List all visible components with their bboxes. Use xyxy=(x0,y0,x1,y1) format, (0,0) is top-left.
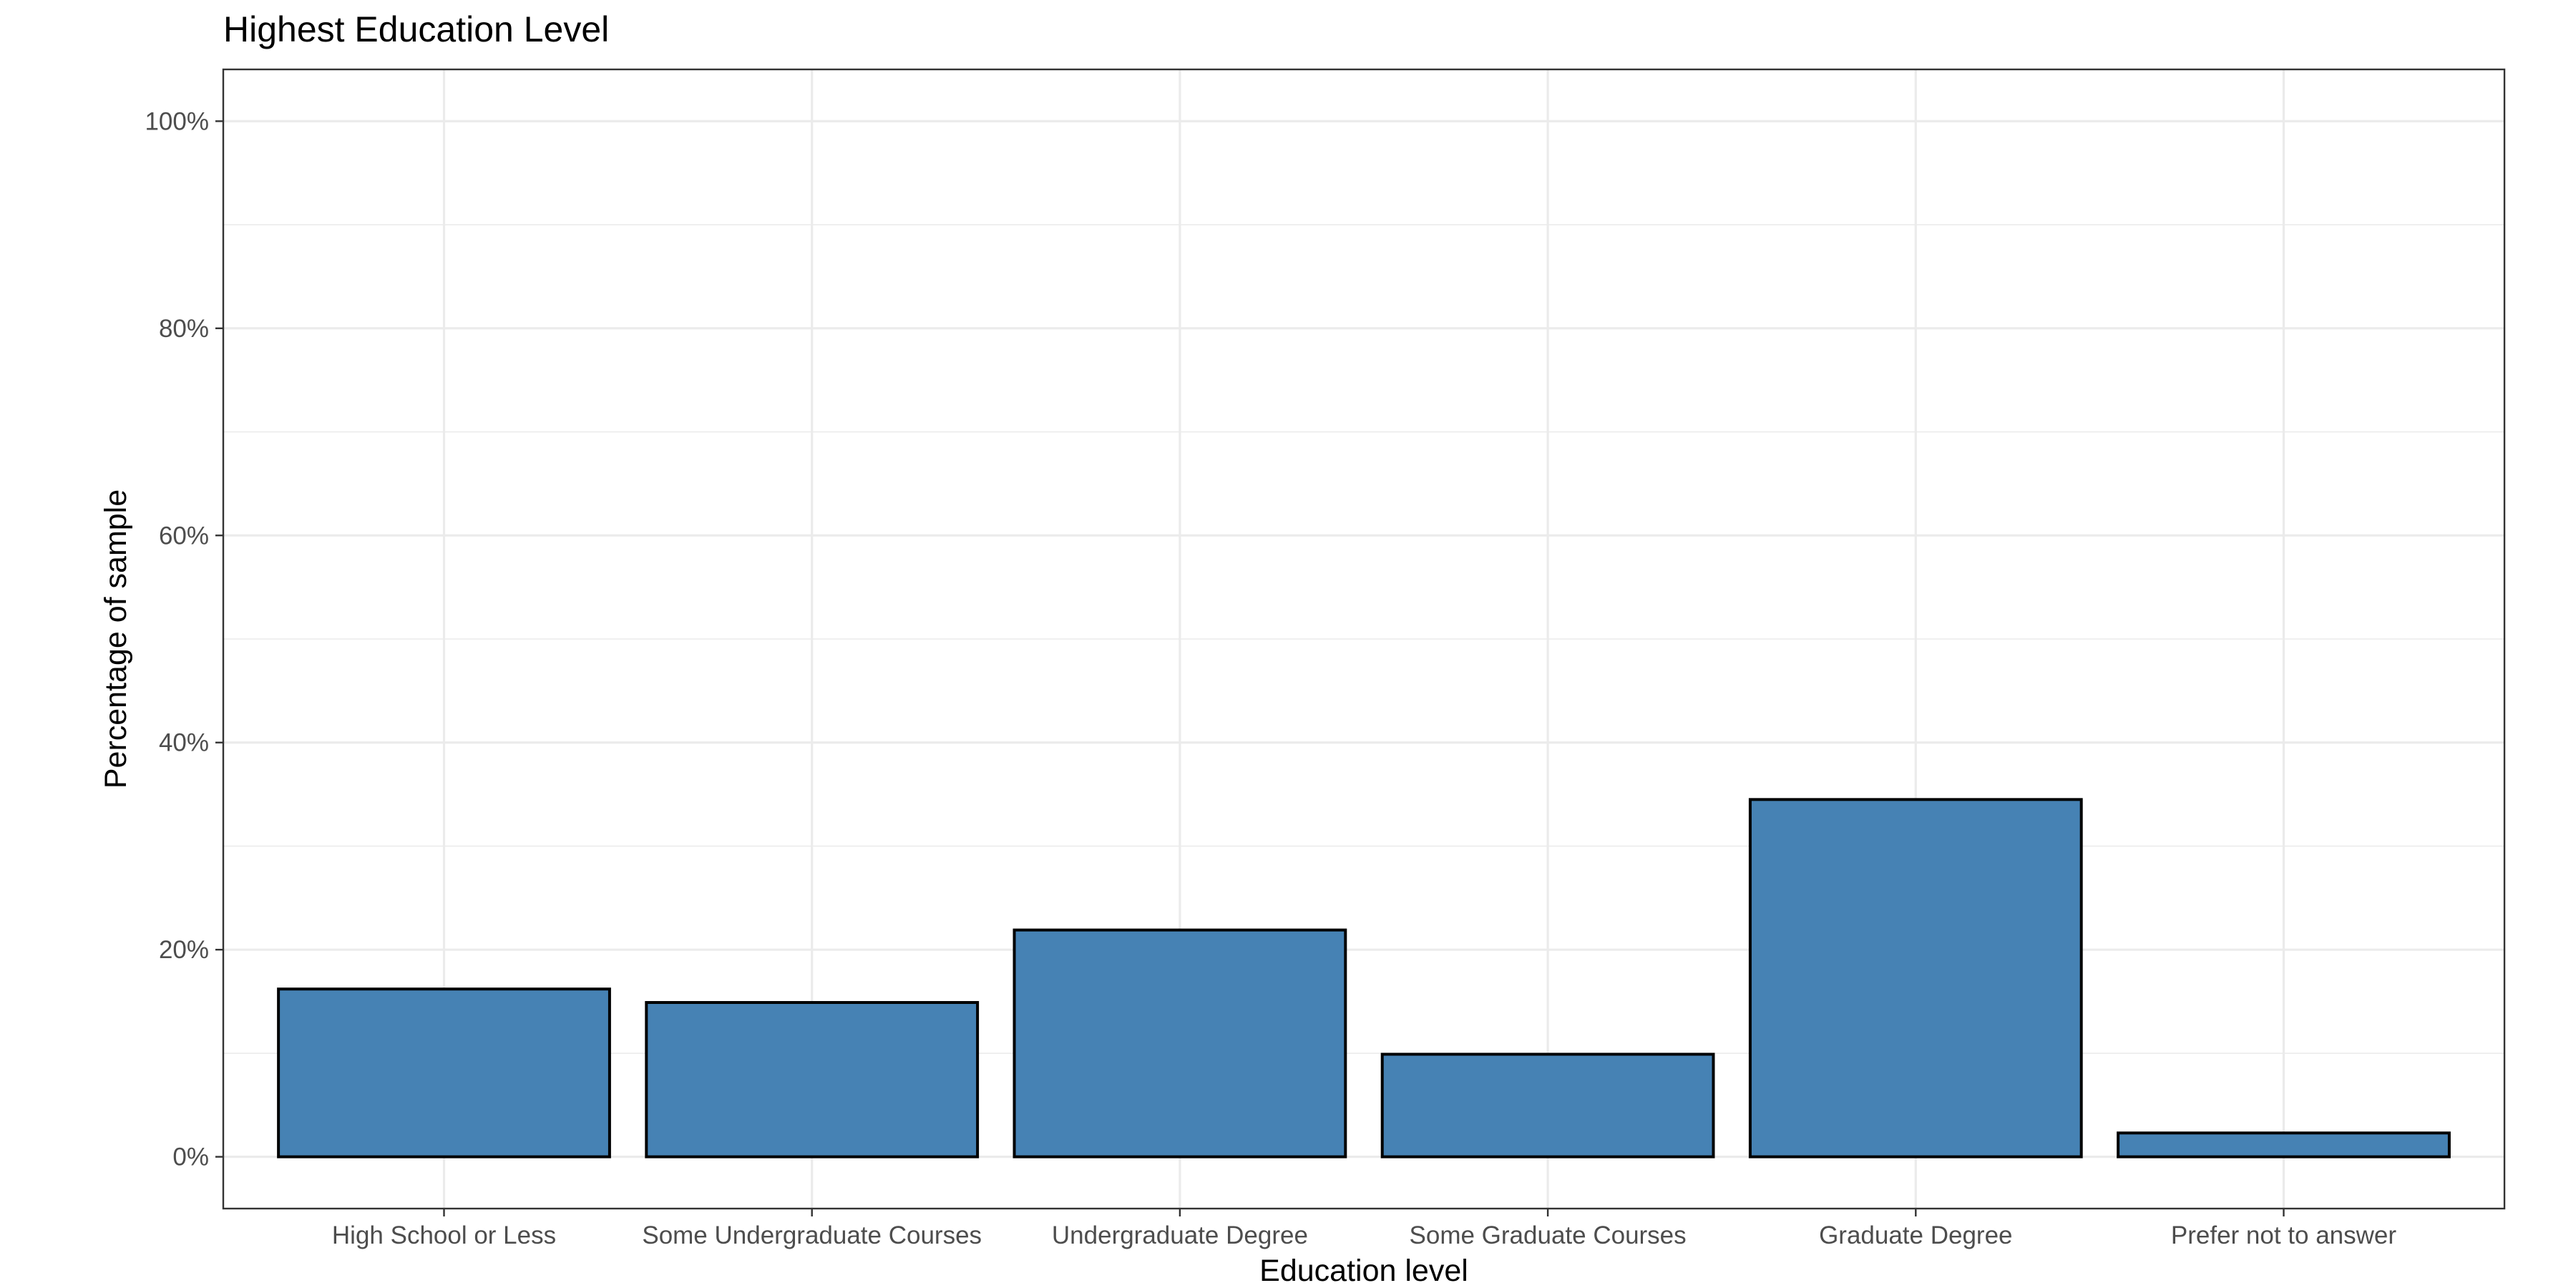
bar-undergraduate-degree xyxy=(1013,928,1347,1158)
x-tick-label: Prefer not to answer xyxy=(2171,1221,2396,1249)
x-tick-label: Undergraduate Degree xyxy=(1052,1221,1308,1249)
x-tick-label: Graduate Degree xyxy=(1819,1221,2012,1249)
bars xyxy=(277,798,2451,1158)
y-tick-label: 40% xyxy=(159,729,209,757)
y-tick-label: 60% xyxy=(159,522,209,550)
bar-prefer-not-to-answer xyxy=(2117,1131,2451,1158)
x-tick-label: Some Undergraduate Courses xyxy=(642,1221,982,1249)
axes: 0% 20% 40% 60% 80% 100% High School or Less Som… xyxy=(145,107,2396,1249)
bar-some-graduate-courses xyxy=(1380,1053,1715,1158)
bar-some-undergraduate-courses xyxy=(645,1000,980,1158)
y-tick-label: 80% xyxy=(159,315,209,343)
y-axis-title: Percentage of sample xyxy=(99,489,133,789)
chart-title: Highest Education Level xyxy=(223,9,609,49)
bar-high-school-or-less xyxy=(277,987,611,1158)
plot-panel-border xyxy=(222,68,2506,1210)
y-tick-label: 20% xyxy=(159,936,209,964)
bar-graduate-degree xyxy=(1748,798,2083,1158)
x-tick-label: High School or Less xyxy=(332,1221,556,1249)
x-tick-label: Some Graduate Courses xyxy=(1410,1221,1687,1249)
y-tick-label: 100% xyxy=(145,107,209,135)
x-axis-title: Education level xyxy=(1259,1254,1468,1288)
y-tick-label: 0% xyxy=(172,1143,209,1171)
